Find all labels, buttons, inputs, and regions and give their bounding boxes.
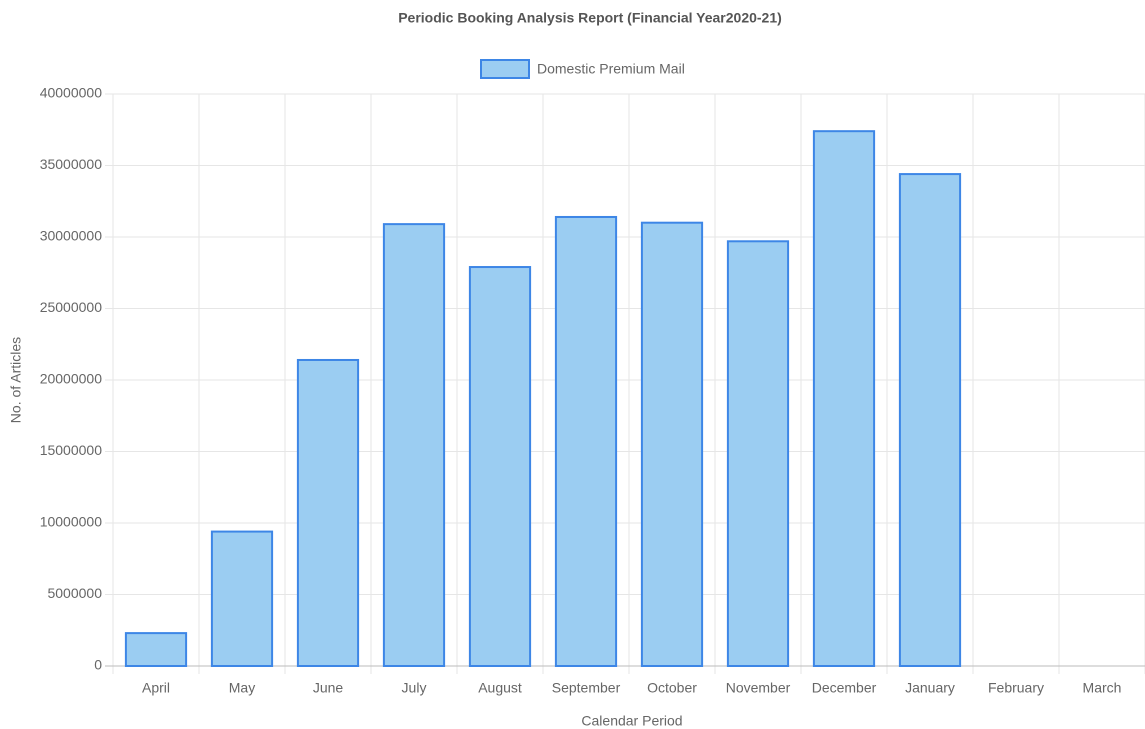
bar [898,173,962,668]
bar [640,221,704,667]
x-tick-label: September [552,680,621,696]
x-tick-label: November [726,680,791,696]
bar [726,240,790,667]
bar [296,358,360,667]
x-tick-label: April [142,680,170,696]
y-tick-label: 25000000 [40,299,103,315]
x-tick-label: October [647,680,697,696]
bar [210,530,274,668]
bar [468,266,532,667]
x-tick-label: June [313,680,344,696]
y-tick-label: 10000000 [40,514,103,530]
bar [124,632,188,667]
bar [812,130,876,667]
y-tick-label: 15000000 [40,442,103,458]
x-tick-label: January [905,680,955,696]
chart-title: Periodic Booking Analysis Report (Financ… [398,10,782,26]
y-tick-label: 20000000 [40,371,103,387]
x-tick-label: December [812,680,877,696]
bar [382,223,446,667]
x-tick-label: August [478,680,522,696]
legend-swatch [480,59,530,79]
y-axis-label: No. of Articles [8,337,24,423]
x-tick-label: July [402,680,427,696]
x-tick-label: March [1083,680,1122,696]
x-axis-label: Calendar Period [581,713,682,729]
bar [554,215,618,667]
y-tick-label: 30000000 [40,228,103,244]
x-tick-label: May [229,680,255,696]
y-tick-label: 0 [94,657,102,673]
y-tick-label: 35000000 [40,156,103,172]
y-tick-label: 5000000 [47,585,102,601]
y-tick-label: 40000000 [40,85,103,101]
legend-label: Domestic Premium Mail [537,61,685,77]
x-tick-label: February [988,680,1044,696]
